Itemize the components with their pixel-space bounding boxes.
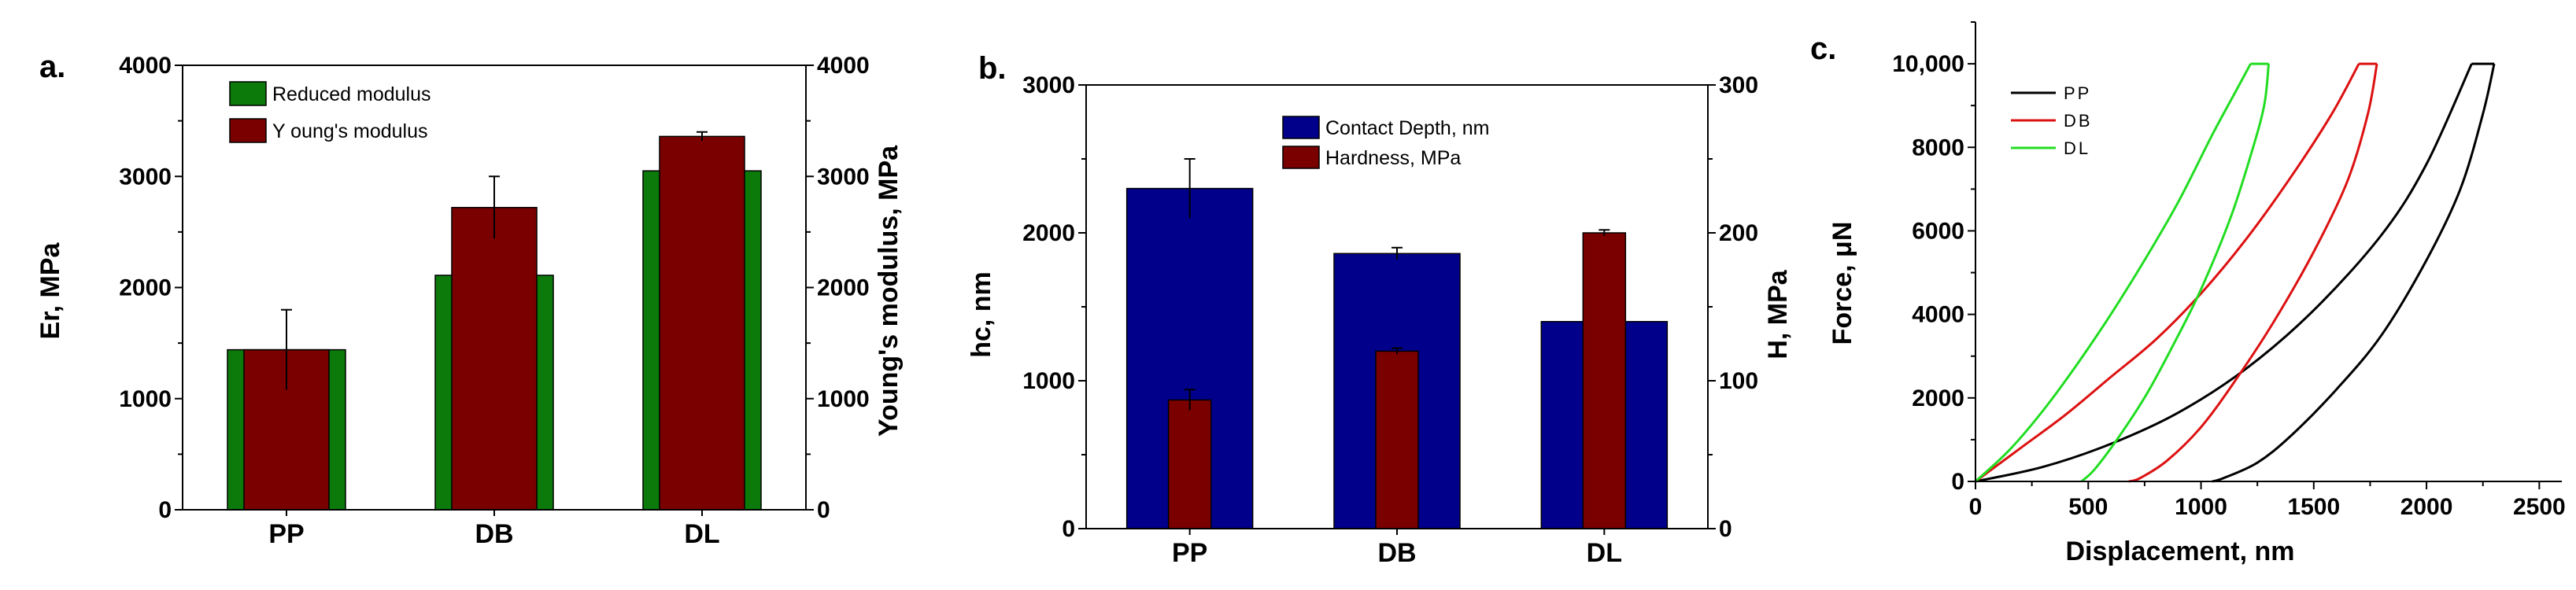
a-bar-youngsmodulus-dl (659, 135, 745, 511)
panel-c-legend-db: DB (2064, 111, 2093, 131)
panel-b-legend-contact-depth: Contact Depth, nm (1325, 117, 1489, 139)
panel-b-left-axis-title: hc, nm (966, 271, 996, 358)
b-right-tick-label: 200 (1719, 220, 1758, 246)
c-x-tick-label: 1500 (2287, 494, 2340, 520)
c-y-tick-label: 6000 (1912, 218, 1964, 244)
panel-a-legend: Reduced modulus Y oung's modulus (229, 81, 431, 143)
a-right-tick-label: 2000 (817, 275, 870, 301)
b-right-tick-label: 100 (1719, 368, 1758, 394)
a-right-tick-label: 1000 (817, 386, 870, 412)
c-curve-dl-loading (1974, 63, 2252, 483)
a-left-tick-label: 0 (158, 497, 172, 523)
c-y-tick-label: 2000 (1912, 385, 1964, 411)
c-x-tick-label: 2000 (2400, 494, 2453, 520)
panel-a-legend-swatch-young (229, 118, 267, 143)
panel-b-legend-hardness: Hardness, MPa (1325, 147, 1461, 169)
b-left-tick-label: 3000 (1022, 72, 1075, 98)
panel-b-legend-swatch-hardness (1282, 146, 1320, 169)
panel-c-legend: PP DB DL (2011, 83, 2093, 158)
b-category-label-dl: DL (1587, 538, 1622, 568)
panel-c-y-axis-title: Force, μN (1828, 222, 1857, 345)
a-right-tick-label: 3000 (817, 164, 870, 190)
panel-c-legend-pp: PP (2064, 83, 2091, 103)
panel-a-legend-swatch-reduced (229, 81, 267, 106)
panel-c-plot-area: 0 2000 4000 6000 8000 10,000 0 500 1000 1500 2000 2… (1892, 21, 2566, 520)
panel-b-legend: Contact Depth, nm Hardness, MPa (1282, 116, 1489, 169)
b-bar-hardnessmpa-db (1375, 350, 1419, 529)
panel-c-x-axis-title: Displacement, nm (2066, 537, 2295, 566)
panel-a-letter: a. (39, 50, 65, 84)
c-x-tick-label: 2500 (2513, 494, 2566, 520)
panel-a-legend-youngs-modulus: Y oung's modulus (272, 120, 428, 142)
panel-a-plot-area: 0 1000 2000 3000 4000 0 1000 2000 3000 4000 PP DB DL (119, 53, 870, 549)
panel-a-legend-reduced-modulus: Reduced modulus (272, 83, 431, 105)
panel-b-letter: b. (978, 51, 1007, 86)
b-right-tick-label: 300 (1719, 72, 1758, 98)
a-right-tick-label: 4000 (817, 53, 870, 79)
c-y-tick-label: 0 (1951, 469, 1964, 495)
panel-a-modulus-chart: a. Er, MPa Young's modulus, MPa 0 1000 200… (35, 50, 904, 549)
c-curve-db-unloading (2128, 63, 2378, 483)
c-x-tick-label: 500 (2068, 494, 2108, 520)
a-category-label-pp: PP (268, 519, 304, 549)
b-bar-hardnessmpa-pp (1167, 399, 1212, 529)
c-y-tick-label: 10,000 (1892, 51, 1964, 77)
c-curve-pp-loading (1975, 63, 2473, 483)
a-left-tick-label: 3000 (119, 164, 172, 190)
c-y-tick-label: 8000 (1912, 135, 1964, 160)
c-curve-pp-unloading (2212, 63, 2496, 483)
panel-a-right-axis-title: Young's modulus, MPa (874, 145, 904, 437)
b-bar-hardnessmpa-dl (1582, 232, 1627, 529)
c-curve-dl-unloading (2080, 63, 2270, 483)
a-left-tick-label: 4000 (119, 53, 172, 79)
b-category-label-db: DB (1377, 538, 1416, 568)
a-category-label-db: DB (475, 519, 513, 549)
c-x-tick-label: 0 (1969, 494, 1983, 520)
a-bar-youngsmodulus-db (451, 207, 538, 511)
b-left-tick-label: 1000 (1022, 368, 1075, 394)
a-left-tick-label: 2000 (119, 275, 172, 301)
a-left-tick-label: 1000 (119, 386, 172, 412)
panel-c-load-displacement-chart: c. Force, μN Displacement, nm 0 2000 4000 6… (1810, 21, 2566, 566)
panel-b-right-axis-title: H, MPa (1763, 269, 1793, 359)
panel-c-legend-dl: DL (2064, 138, 2090, 158)
panel-c-letter: c. (1810, 31, 1836, 66)
panel-b-plot-area: 0 1000 2000 3000 0 100 200 300 PP DB DL (1022, 72, 1758, 568)
a-category-label-dl: DL (684, 519, 719, 549)
c-y-tick-label: 4000 (1912, 302, 1964, 328)
panel-b-legend-swatch-depth (1282, 116, 1320, 139)
b-left-tick-label: 0 (1062, 516, 1075, 542)
panel-b-depth-hardness-chart: b. hc, nm H, MPa 0 1000 2000 3000 0 100 200 300… (966, 51, 1793, 568)
b-left-tick-label: 2000 (1022, 220, 1075, 246)
panel-a-left-axis-title: Er, MPa (35, 242, 65, 339)
b-right-tick-label: 0 (1719, 516, 1732, 542)
c-x-tick-label: 1000 (2175, 494, 2227, 520)
b-category-label-pp: PP (1172, 538, 1207, 568)
a-right-tick-label: 0 (817, 497, 830, 523)
c-curve-db-loading (1975, 63, 2360, 483)
